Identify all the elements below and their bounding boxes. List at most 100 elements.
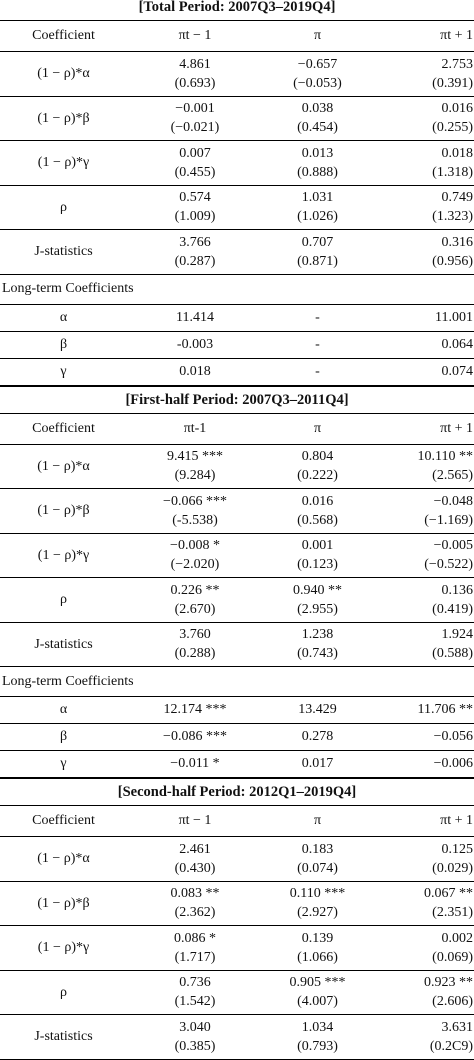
header-row: Coefficient πt − 1 π πt + 1 bbox=[0, 806, 474, 837]
t-statistic: (0.568) bbox=[297, 512, 338, 528]
estimate: 0.574 bbox=[179, 190, 211, 206]
row-label: α bbox=[59, 702, 68, 717]
value-cell: 13.429 bbox=[298, 702, 337, 717]
t-statistic: (9.284) bbox=[174, 468, 216, 484]
t-statistic: (-5.538) bbox=[172, 512, 218, 528]
row-label: β bbox=[59, 729, 68, 744]
t-statistic: (0.430) bbox=[174, 860, 216, 876]
row-label: (1 − ρ)*β bbox=[37, 110, 90, 126]
estimate: 0.110 *** bbox=[289, 886, 346, 902]
estimate: 4.861 bbox=[179, 56, 211, 72]
estimate: 0.804 bbox=[301, 449, 334, 465]
t-statistic: (2.927) bbox=[297, 905, 338, 921]
t-statistic: (−2.020) bbox=[170, 557, 220, 573]
value-cell: 1.034 (0.793) bbox=[263, 1018, 372, 1056]
t-statistic: (−0.522) bbox=[424, 557, 473, 573]
value-cell: -0.003 bbox=[176, 336, 214, 352]
row-label: β bbox=[59, 336, 68, 352]
value-cell: 0.038 (0.454) bbox=[263, 99, 372, 137]
value-cell: −0.657 (−0.053) bbox=[263, 55, 372, 93]
estimate: 0.016 bbox=[441, 101, 474, 117]
column-header-coefficient: Coefficient bbox=[32, 813, 95, 828]
estimate: 0.013 bbox=[301, 145, 334, 161]
t-statistic: (0.793) bbox=[297, 1038, 338, 1054]
value-cell: - bbox=[315, 363, 320, 379]
estimate: 0.136 bbox=[441, 582, 474, 598]
column-header-3: πt + 1 bbox=[440, 813, 473, 828]
value-cell: 0.749 (1.323) bbox=[372, 188, 474, 226]
value-cell: 3.760 (0.288) bbox=[127, 625, 263, 663]
table-row: (1 − ρ)*β 0.083 ** (2.362) 0.110 *** (2.927)… bbox=[0, 882, 474, 926]
estimate: 0.749 bbox=[441, 190, 474, 206]
estimate: −0.066 *** bbox=[163, 493, 227, 509]
value-cell: −0.086 *** bbox=[163, 729, 227, 744]
row-label: γ bbox=[60, 756, 67, 771]
value-cell: −0.066 *** (-5.538) bbox=[127, 492, 263, 530]
value-cell: 11.706 ** bbox=[417, 702, 473, 717]
row-label: (1 − ρ)*β bbox=[37, 895, 90, 911]
row-label: ρ bbox=[60, 199, 67, 215]
t-statistic: (0.419) bbox=[432, 601, 473, 617]
table-row: (1 − ρ)*α 4.861 (0.693) −0.657 (−0.053) 2.753… bbox=[0, 52, 474, 97]
header-row: Coefficient πt-1 π πt + 1 bbox=[0, 414, 474, 445]
long-term-row: γ 0.018 - 0.074 bbox=[0, 359, 474, 386]
estimate: 0.007 bbox=[179, 145, 211, 161]
t-statistic: (0.871) bbox=[297, 253, 338, 269]
value-cell: 0.226 ** (2.670) bbox=[127, 581, 263, 619]
long-term-title: Long-term Coefficients bbox=[2, 281, 134, 296]
value-cell: 2.753 (0.391) bbox=[372, 55, 474, 93]
estimate: 3.760 bbox=[179, 627, 211, 643]
estimate: 0.083 ** bbox=[170, 886, 220, 902]
table-row: (1 − ρ)*α 9.415 *** (9.284) 0.804 (0.222) 10.… bbox=[0, 445, 474, 489]
estimate: 0.183 bbox=[301, 841, 334, 857]
t-statistic: (0.222) bbox=[297, 468, 338, 484]
t-statistic: (1.542) bbox=[174, 994, 216, 1010]
column-header-1: πt − 1 bbox=[178, 28, 212, 43]
section-title: [Second-half Period: 2012Q1–2019Q4] bbox=[0, 778, 474, 806]
table-row: J-statistics 3.760 (0.288) 1.238 (0.743) 1.92… bbox=[0, 623, 474, 667]
row-label: J-statistics bbox=[34, 244, 93, 260]
header-row: Coefficient πt − 1 π πt + 1 bbox=[0, 21, 474, 52]
estimate: 0.923 ** bbox=[424, 975, 473, 991]
t-statistic: (0.255) bbox=[432, 120, 473, 136]
value-cell: 0.001 (0.123) bbox=[263, 536, 372, 574]
t-statistic: (2.565) bbox=[432, 468, 473, 484]
t-statistic: (1.009) bbox=[174, 209, 216, 225]
t-statistic: (1.066) bbox=[297, 949, 338, 965]
table-row: (1 − ρ)*γ −0.008 * (−2.020) 0.001 (0.123) −0.… bbox=[0, 534, 474, 578]
table-row: ρ 0.226 ** (2.670) 0.940 ** (2.955) 0.136 (0.4… bbox=[0, 578, 474, 623]
value-cell: 12.174 *** bbox=[163, 702, 227, 717]
value-cell: 0.067 ** (2.351) bbox=[372, 884, 474, 922]
t-statistic: (0.454) bbox=[297, 120, 338, 136]
estimate: 2.461 bbox=[179, 841, 211, 857]
row-label: (1 − ρ)*α bbox=[37, 66, 90, 82]
estimate: −0.657 bbox=[297, 56, 338, 72]
long-term-heading: Long-term Coefficients bbox=[0, 667, 474, 697]
value-cell: 0.018 (1.318) bbox=[372, 144, 474, 182]
value-cell: 0.804 (0.222) bbox=[263, 447, 372, 485]
estimate: −0.005 bbox=[433, 538, 473, 554]
column-header-1: πt-1 bbox=[183, 420, 207, 436]
estimate: 0.736 bbox=[179, 975, 211, 991]
value-cell: 2.461 (0.430) bbox=[127, 840, 263, 878]
long-term-row: β -0.003 - 0.064 bbox=[0, 332, 474, 359]
t-statistic: (0.956) bbox=[432, 253, 473, 269]
column-header-3: πt + 1 bbox=[440, 420, 473, 436]
t-statistic: (2.362) bbox=[174, 905, 216, 921]
t-statistic: (0.123) bbox=[297, 557, 338, 573]
value-cell: 0.940 ** (2.955) bbox=[263, 581, 372, 619]
estimate: 1.238 bbox=[301, 627, 334, 643]
estimate: 2.753 bbox=[441, 56, 474, 72]
table-row: (1 − ρ)*β −0.066 *** (-5.538) 0.016 (0.568) −… bbox=[0, 489, 474, 534]
column-header-2: π bbox=[313, 420, 322, 436]
row-label: (1 − ρ)*β bbox=[37, 503, 90, 519]
t-statistic: (1.318) bbox=[432, 164, 473, 180]
column-header-coefficient: Coefficient bbox=[32, 420, 95, 436]
value-cell: 0.064 bbox=[441, 336, 474, 352]
estimate: 10.110 ** bbox=[417, 449, 473, 465]
section-title: [Total Period: 2007Q3–2019Q4] bbox=[0, 0, 474, 21]
t-statistic: (2.351) bbox=[432, 905, 473, 921]
row-label: (1 − ρ)*α bbox=[37, 851, 90, 867]
estimate: 0.125 bbox=[441, 841, 474, 857]
value-cell: 1.924 (0.588) bbox=[372, 625, 474, 663]
